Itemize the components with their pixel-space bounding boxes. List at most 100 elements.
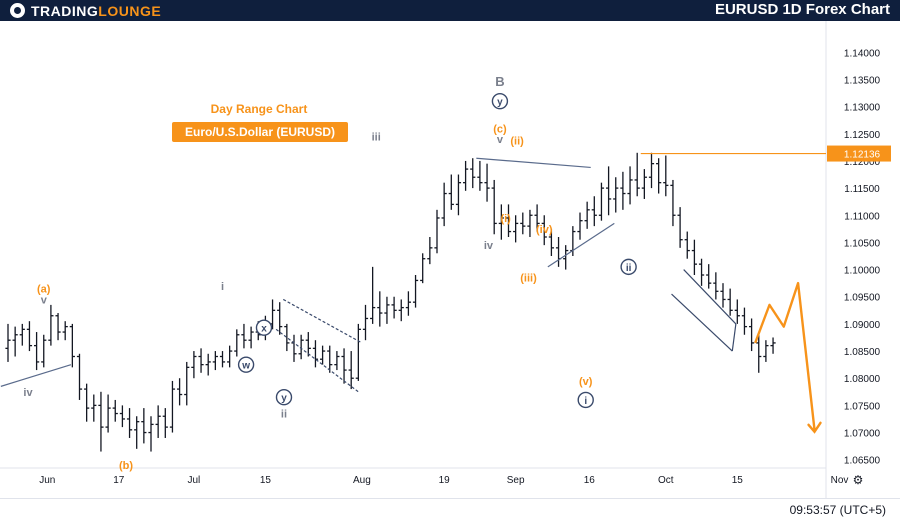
wave-label: v	[497, 134, 504, 146]
wave-label: i	[221, 281, 224, 293]
wave-label-text: x	[261, 324, 267, 335]
ohlc-bar	[155, 405, 161, 438]
wave-label-circled: y	[491, 92, 509, 110]
ohlc-bar	[298, 334, 304, 360]
time-tick-label: 17	[113, 475, 125, 486]
ohlc-bar	[613, 177, 619, 213]
ohlc-bar	[34, 332, 40, 371]
time-tick-label: Oct	[658, 475, 674, 486]
ohlc-bar	[598, 182, 605, 221]
ohlc-bar	[177, 378, 183, 406]
time-tick-label: Nov	[831, 475, 849, 486]
brand-logo: TRADINGLOUNGE	[10, 2, 161, 19]
ohlc-bar	[105, 394, 111, 433]
price-tick-label: 1.07500	[844, 401, 881, 412]
wave-label: (c)	[493, 123, 507, 135]
ohlc-bar	[548, 228, 554, 256]
wedge-upper	[683, 269, 737, 325]
ohlc-bar	[770, 337, 776, 354]
ohlc-bar	[663, 155, 669, 197]
time-tick-label: Sep	[507, 475, 525, 486]
price-tick-label: 1.12000	[844, 157, 881, 168]
utc-clock: 09:53:57 (UTC+5)	[789, 503, 886, 517]
current-price-label: 1.12136	[844, 150, 881, 161]
ohlc-bar	[606, 166, 612, 216]
wave-label-text: i	[584, 396, 587, 407]
ohlc-bars	[5, 152, 776, 452]
ohlc-bar	[62, 321, 68, 341]
ohlc-bar	[169, 380, 176, 433]
wave-label: (iii)	[520, 273, 537, 285]
wave-label: (v)	[579, 376, 593, 388]
ohlc-bar	[26, 321, 33, 352]
time-tick-label: 19	[439, 475, 451, 486]
ohlc-bar	[484, 163, 490, 202]
gear-icon: ⚙	[853, 473, 864, 487]
wave-label-circled: i	[577, 391, 594, 409]
ohlc-bar	[141, 408, 147, 444]
ohlc-bar	[741, 307, 748, 335]
ohlc-bar	[248, 326, 254, 349]
ohlc-bar	[720, 283, 726, 308]
chart-subtitle-title: Day Range Chart	[211, 102, 308, 116]
ohlc-bar	[534, 204, 540, 232]
ohlc-bar	[477, 160, 483, 191]
ohlc-bar	[219, 351, 226, 368]
ohlc-bar	[634, 152, 640, 197]
ohlc-bar	[670, 179, 676, 227]
symbol-badge	[172, 122, 348, 142]
ohlc-bar	[320, 345, 326, 365]
ohlc-bar	[656, 158, 662, 194]
wave-label-text: w	[241, 361, 250, 372]
price-axis: 1.14000 1.13500 1.13000 1.12500 1.12000 1.115…	[39, 48, 891, 487]
time-tick-label: 16	[584, 475, 596, 486]
ohlc-bar	[312, 340, 319, 368]
ohlc-bar	[184, 361, 190, 406]
ohlc-bar	[112, 399, 118, 422]
ohlc-bar	[591, 196, 597, 227]
wave-label: (iv)	[536, 224, 553, 236]
ohlc-bar	[391, 296, 397, 319]
ohlc-bar	[706, 264, 712, 289]
ohlc-bar	[55, 313, 61, 341]
ohlc-bar	[76, 353, 83, 400]
wxy-channel-lower	[275, 328, 359, 393]
ohlc-bar	[327, 345, 333, 373]
current-price-tag	[827, 145, 891, 162]
logo-icon	[10, 3, 25, 18]
time-tick-label: Jun	[39, 475, 55, 486]
ohlc-bar	[191, 351, 197, 379]
ohlc-bar	[405, 291, 411, 316]
wave-label-circled: y	[275, 389, 293, 406]
ohlc-bar	[148, 416, 154, 452]
trendline-lower	[547, 222, 615, 268]
ohlc-bar	[713, 272, 719, 300]
ohlc-bar	[212, 351, 218, 371]
price-tick-label: 1.11000	[844, 211, 880, 222]
wave-label-text: y	[497, 97, 503, 108]
wedge-close	[731, 323, 737, 352]
ohlc-bar	[134, 416, 140, 449]
projection-path	[754, 281, 816, 430]
ohlc-bar	[420, 253, 426, 284]
ohlc-bar	[98, 391, 104, 452]
ohlc-bar	[691, 239, 697, 276]
wave-label-circled: ii	[620, 258, 637, 276]
ohlc-bar	[641, 169, 647, 199]
header-bar: TRADINGLOUNGE EURUSD 1D Forex Chart	[0, 0, 900, 21]
ohlc-bar	[756, 334, 762, 373]
ohlc-bar	[41, 334, 47, 368]
wave-label: (ii)	[510, 135, 524, 147]
ohlc-bar	[370, 266, 376, 324]
brand-name: TRADINGLOUNGE	[31, 2, 162, 19]
price-tick-label: 1.13000	[844, 103, 881, 114]
ohlc-bar	[677, 207, 683, 248]
wave-label-circled: x	[255, 319, 273, 336]
price-tick-label: 1.10500	[844, 238, 881, 249]
ohlc-bar	[648, 152, 655, 189]
ohlc-bar	[520, 212, 526, 235]
ohlc-bar	[305, 332, 311, 357]
ohlc-bar	[84, 383, 90, 422]
ohlc-bar	[291, 334, 297, 362]
